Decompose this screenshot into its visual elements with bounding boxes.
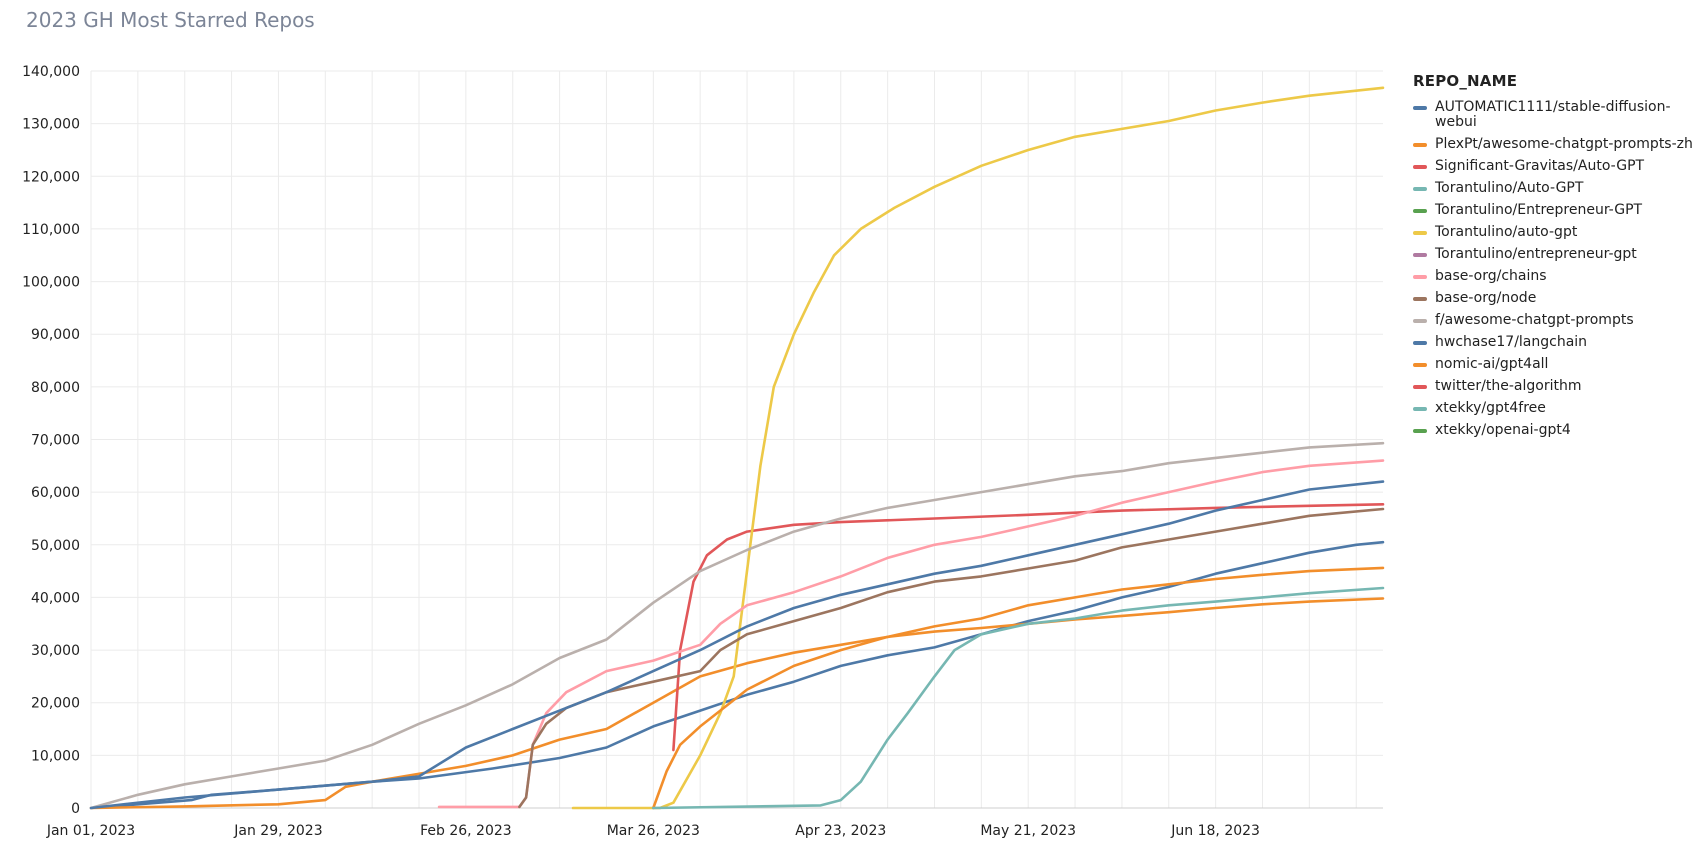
y-tick-label: 90,000: [31, 327, 80, 343]
x-tick-label: Apr 23, 2023: [795, 823, 886, 839]
y-tick-label: 80,000: [31, 380, 80, 396]
series-line: [652, 586, 1385, 810]
y-tick-label: 120,000: [22, 169, 80, 185]
legend-swatch: [1413, 297, 1427, 301]
x-tick-label: Feb 26, 2023: [420, 823, 512, 839]
chart-title: 2023 GH Most Starred Repos: [26, 8, 315, 32]
y-tick-label: 110,000: [22, 222, 80, 238]
legend-label: xtekky/openai-gpt4: [1435, 422, 1571, 438]
series-line: [672, 503, 1385, 752]
series-line: [571, 86, 1385, 810]
legend-swatch: [1413, 231, 1427, 235]
legend-label: base-org/chains: [1435, 268, 1547, 284]
legend-item[interactable]: Torantulino/auto-gpt: [1413, 225, 1693, 240]
x-tick-label: Jan 01, 2023: [46, 823, 135, 839]
legend-item[interactable]: base-org/node: [1413, 291, 1693, 306]
legend-item[interactable]: PlexPt/awesome-chatgpt-prompts-zh: [1413, 137, 1693, 152]
y-tick-label: 100,000: [22, 275, 80, 291]
legend-label: xtekky/gpt4free: [1435, 400, 1546, 416]
legend-swatch: [1413, 106, 1427, 110]
legend-label: Torantulino/Auto-GPT: [1435, 180, 1584, 196]
legend-item[interactable]: xtekky/openai-gpt4: [1413, 423, 1693, 438]
legend-swatch: [1413, 407, 1427, 411]
legend-item[interactable]: Torantulino/Auto-GPT: [1413, 181, 1693, 196]
legend-label: AUTOMATIC1111/stable-diffusion-webui: [1435, 99, 1671, 130]
x-tick-label: Jan 29, 2023: [233, 823, 322, 839]
series-line: [518, 507, 1385, 809]
legend-item[interactable]: Torantulino/Entrepreneur-GPT: [1413, 203, 1693, 218]
legend-label: Significant-Gravitas/Auto-GPT: [1435, 158, 1645, 174]
y-tick-label: 20,000: [31, 696, 80, 712]
axes: 0 10,000 20,000 30,000 40,000 50,000 60,000 70,…: [22, 64, 1383, 839]
legend-label: hwchase17/langchain: [1435, 334, 1588, 350]
legend-title: REPO_NAME: [1413, 72, 1518, 90]
y-tick-label: 70,000: [31, 433, 80, 449]
legend: REPO_NAME AUTOMATIC1111/stable-diffusion…: [1413, 72, 1693, 445]
legend-swatch: [1413, 187, 1427, 191]
series-line: [652, 566, 1385, 810]
x-tick-label: Jun 18, 2023: [1170, 823, 1260, 839]
series-line: [437, 459, 1385, 809]
y-tick-label: 60,000: [31, 485, 80, 501]
legend-swatch: [1413, 319, 1427, 323]
legend-item[interactable]: Torantulino/entrepreneur-gpt: [1413, 247, 1693, 262]
legend-item[interactable]: AUTOMATIC1111/stable-diffusion-webui: [1413, 100, 1693, 130]
legend-swatch: [1413, 363, 1427, 367]
legend-label: Torantulino/auto-gpt: [1435, 224, 1578, 240]
legend-label: Torantulino/Entrepreneur-GPT: [1435, 202, 1643, 218]
legend-swatch: [1413, 341, 1427, 345]
y-tick-label: 30,000: [31, 643, 80, 659]
legend-item[interactable]: nomic-ai/gpt4all: [1413, 357, 1693, 372]
y-tick-label: 50,000: [31, 538, 80, 554]
y-tick-label: 140,000: [22, 64, 80, 80]
x-tick-label: May 21, 2023: [980, 823, 1076, 839]
legend-swatch: [1413, 143, 1427, 147]
legend-item[interactable]: hwchase17/langchain: [1413, 335, 1693, 350]
y-tick-label: 0: [71, 801, 80, 817]
legend-swatch: [1413, 385, 1427, 389]
line-chart: 0 10,000 20,000 30,000 40,000 50,000 60,000 70,…: [22, 64, 1385, 839]
y-tick-label: 130,000: [22, 117, 80, 133]
legend-label: base-org/node: [1435, 290, 1537, 306]
legend-swatch: [1413, 275, 1427, 279]
legend-label: PlexPt/awesome-chatgpt-prompts-zh: [1435, 136, 1693, 152]
series-line: [89, 441, 1385, 810]
series-line: [89, 480, 1385, 810]
legend-label: f/awesome-chatgpt-prompts: [1435, 312, 1634, 328]
legend-swatch: [1413, 165, 1427, 169]
legend-swatch: [1413, 253, 1427, 257]
legend-label: twitter/the-algorithm: [1435, 378, 1582, 394]
y-tick-label: 40,000: [31, 590, 80, 606]
series-lines: [89, 86, 1385, 810]
legend-item[interactable]: xtekky/gpt4free: [1413, 401, 1693, 416]
legend-label: Torantulino/entrepreneur-gpt: [1435, 246, 1637, 262]
legend-swatch: [1413, 429, 1427, 433]
y-tick-label: 10,000: [31, 748, 80, 764]
series-line: [89, 597, 1385, 810]
legend-items: AUTOMATIC1111/stable-diffusion-webui Plex…: [1413, 100, 1693, 438]
legend-swatch: [1413, 209, 1427, 213]
legend-item[interactable]: f/awesome-chatgpt-prompts: [1413, 313, 1693, 328]
legend-label: nomic-ai/gpt4all: [1435, 356, 1549, 372]
legend-item[interactable]: twitter/the-algorithm: [1413, 379, 1693, 394]
x-tick-label: Mar 26, 2023: [607, 823, 700, 839]
legend-item[interactable]: Significant-Gravitas/Auto-GPT: [1413, 159, 1693, 174]
legend-item[interactable]: base-org/chains: [1413, 269, 1693, 284]
